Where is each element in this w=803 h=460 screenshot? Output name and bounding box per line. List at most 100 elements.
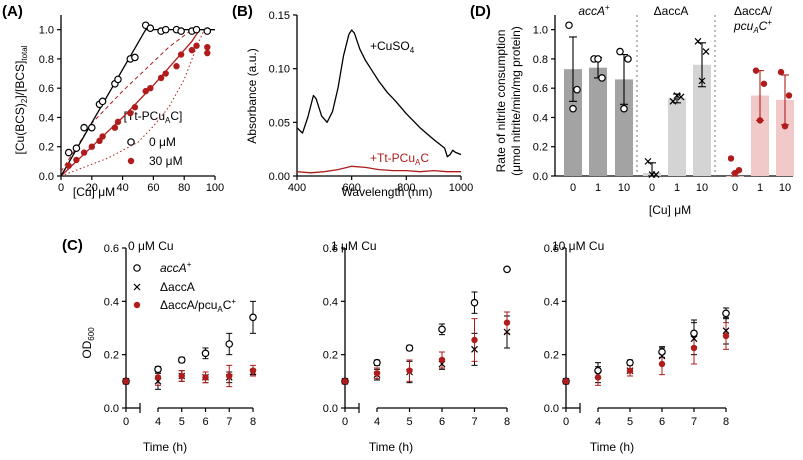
panel-b-xtick-label: 1000 (449, 182, 473, 194)
panel-a-point-30uM (73, 156, 80, 164)
panel-a-point-0uM (203, 27, 212, 35)
panel-c-title-2: 10 μM Cu (552, 239, 604, 253)
panel-c-legend-marker-comp (133, 301, 141, 309)
panel-a-point-30uM (204, 44, 211, 51)
panel-a-point-0uM (161, 25, 170, 34)
panel-a-point-0uM (131, 53, 139, 62)
panel-c-0-point (154, 365, 162, 374)
panel-d-xtick-label: 10 (618, 182, 630, 194)
panel-d-point (648, 171, 656, 178)
panel-c-xlabel-1: Time (h) (369, 440, 413, 454)
panel-d-point (677, 93, 685, 101)
panel-d-xtick-label: 10 (696, 182, 708, 194)
panel-a-legend-title: [Tt-PCuAC] (124, 109, 183, 125)
panel-d-xtick-label: 1 (674, 182, 680, 194)
panel-d-point (727, 155, 735, 162)
panel-d-point-stroke-b (648, 171, 656, 178)
panel-c-0-ytick-label: 0.0 (104, 403, 119, 415)
panel-c-0-ytick-label: 0.6 (104, 243, 119, 255)
panel-c-0-point (122, 378, 130, 385)
panel-c-1-ytick-label: 0.0 (323, 403, 338, 415)
panel-d-xlabel: [Cu] μM (649, 203, 691, 217)
panel-d-ytick-label: 0.0 (533, 171, 548, 183)
panel-d-point-stroke-b (669, 97, 677, 105)
panel-d-point (673, 92, 681, 99)
panel-b-xtick-label: 600 (342, 182, 360, 194)
panel-c-1-point (503, 328, 511, 336)
panel-a-ytick-label: 0.8 (39, 54, 54, 66)
panel-c-title-1: 1 μM Cu (331, 239, 377, 253)
panel-a-legend-30uM: 30 μM (149, 154, 183, 168)
panel-c-0-point (249, 367, 257, 374)
panel-c-1-xtick-label: 6 (439, 416, 445, 428)
panel-a-point-30uM (80, 149, 88, 156)
panel-c-0-point (226, 372, 233, 380)
panel-a-point-0uM (114, 75, 122, 84)
panel-d-point (620, 104, 628, 113)
panel-d-xtick-label: 1 (757, 182, 763, 194)
panel-d-point (616, 47, 624, 56)
panel-c-0-xtick-label: 8 (250, 416, 256, 428)
panel-c-ylabel: OD600 (80, 327, 96, 359)
panel-c-2-xtick-label: 4 (595, 416, 601, 428)
panel-b-ylabel: Absorbance (a.u.) (245, 48, 259, 143)
panel-c-1-point (438, 356, 446, 364)
panel-d-ylabel-line2: (μmol nitrite/min/mg protein) (509, 26, 523, 176)
panel-a-ytick-label: 1.0 (39, 25, 54, 37)
panel-c-2-xtick-label: 7 (691, 416, 697, 428)
panel-d-point (785, 92, 793, 99)
panel-d-bar (693, 64, 711, 176)
panel-c-2-point (594, 374, 602, 381)
panel-c-1-point (471, 345, 478, 353)
panel-d-ytick-label: 0.6 (533, 83, 548, 95)
panel-d-group-acca-title: accA+ (578, 3, 610, 18)
panel-a-ytick-label: 0.0 (39, 171, 54, 183)
panel-d-point (644, 157, 652, 165)
panel-a-point-30uM (193, 42, 200, 49)
panel-a-ytick-label: 0.4 (39, 112, 54, 124)
panel-c-0-xtick-label: 4 (155, 416, 161, 428)
panel-a-point-30uM (65, 162, 72, 169)
panel-c-1-point (438, 325, 446, 334)
panel-d-point (752, 67, 760, 74)
panel-a-point-30uM (88, 143, 96, 150)
panel-c-2-point (690, 329, 698, 338)
panel-a-xtick-label: 40 (116, 182, 128, 194)
panel-c-0-ytick-label: 0.2 (104, 350, 119, 362)
panel-d-point-stroke-b (677, 93, 685, 101)
panel-d: (D) Rate of nitrite consumption (μmol ni… (470, 3, 773, 217)
panel-d-bar (615, 79, 633, 176)
panel-d-xtick-label: 1 (595, 182, 601, 194)
panel-a-point-0uM (98, 97, 107, 106)
panel-b-line-ttpcuac (296, 165, 461, 174)
panel-d-point (760, 80, 768, 87)
panel-c-1-xtick-label: 8 (504, 416, 510, 428)
panel-c-2-point (658, 360, 666, 368)
panel-d-point (698, 77, 706, 85)
panel-d-bar (668, 98, 686, 176)
panel-c-1-point-stroke-b (503, 328, 511, 336)
panel-c-0-xtick-label: 6 (202, 416, 208, 428)
panel-a-xtick-label: 100 (206, 182, 224, 194)
panel-c-0-point (249, 313, 257, 322)
panel-a-point-30uM (188, 46, 196, 54)
panel-c-1-point (373, 358, 381, 367)
panel-c-xlabel-0: Time (h) (143, 440, 187, 454)
panel-c-0-point (201, 349, 210, 358)
panel-a-point-0uM (88, 123, 96, 132)
panel-b: (B) Wavelength (nm) Absorbance (a.u.) +C… (232, 3, 432, 199)
panel-a-xtick-label: 0 (58, 182, 64, 194)
panel-a-label: (A) (2, 3, 23, 20)
panel-c-2-xtick-label: 5 (627, 416, 633, 428)
panel-a-point-0uM (177, 27, 185, 35)
panel-c-title-0: 0 μM Cu (128, 239, 174, 253)
panel-a-point-0uM (192, 25, 201, 34)
panel-d-point-stroke-b (694, 37, 702, 45)
panel-d-point (781, 123, 789, 130)
panel-c-2-point (562, 378, 570, 385)
panel-a-legend-marker-0uM (127, 138, 135, 146)
panel-d-point (569, 104, 577, 113)
panel-d-ytick-label: 0.8 (533, 54, 548, 66)
panel-c-0-point (225, 340, 234, 348)
